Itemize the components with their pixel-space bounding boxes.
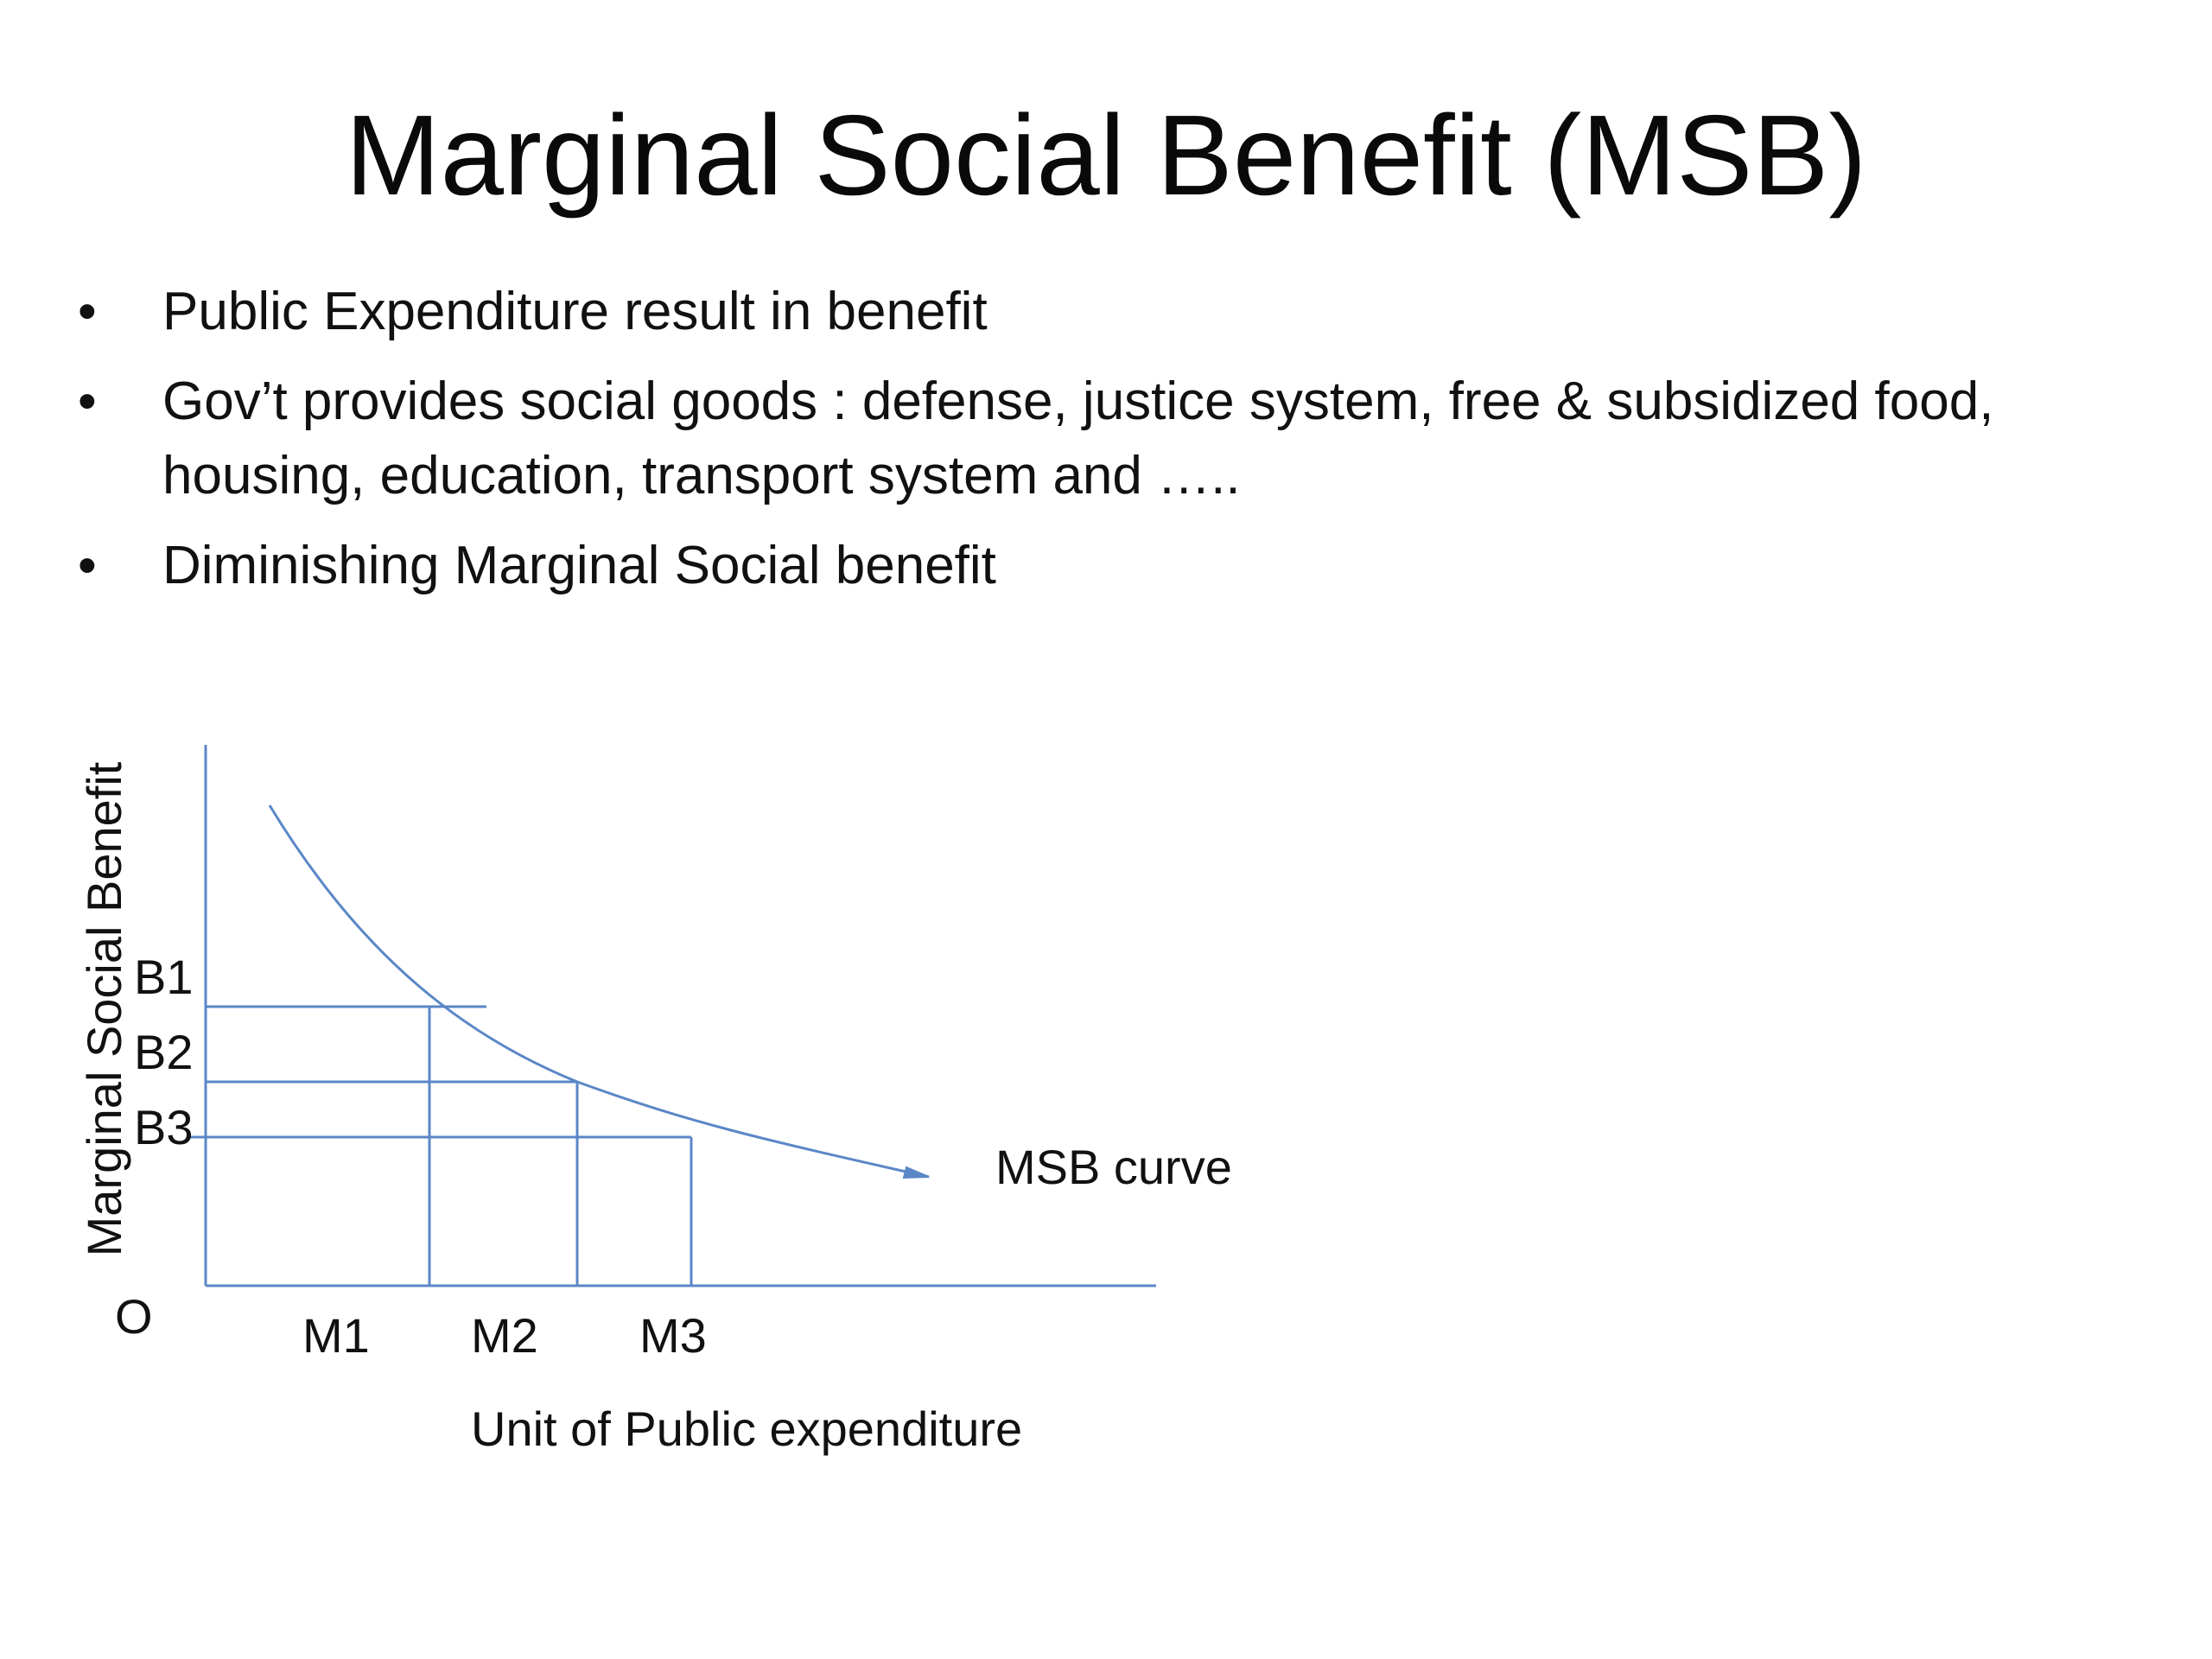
bullet-dot: • (78, 372, 97, 431)
bullet-text: Gov’t provides social goods : defense, j… (162, 372, 1994, 505)
msb-curve (268, 804, 930, 1179)
y-axis-label: Marginal Social Benefit (77, 761, 131, 1256)
y-tick-label: B3 (134, 1100, 194, 1154)
x-tick-label: M3 (639, 1308, 707, 1363)
y-tick-label: B1 (134, 950, 194, 1004)
slide-title: Marginal Social Benefit (MSB) (345, 92, 1867, 219)
msb-curve-label: MSB curve (995, 1140, 1232, 1194)
origin-label: O (115, 1289, 153, 1344)
bullet-dot: • (78, 282, 97, 341)
bullet-item: • Gov’t provides social goods : defense,… (0, 365, 2212, 513)
bullet-item: • Public Expenditure result in benefit (0, 275, 2212, 349)
bullet-text: Diminishing Marginal Social benefit (162, 536, 996, 595)
bullet-list: • Public Expenditure result in benefit •… (0, 275, 2212, 619)
bullet-text: Public Expenditure result in benefit (162, 282, 988, 341)
bullet-dot: • (78, 536, 97, 595)
x-tick-label: M1 (302, 1308, 370, 1363)
x-tick-label: M2 (471, 1308, 538, 1363)
y-tick-label: B2 (134, 1025, 194, 1079)
curve-arrowhead (902, 1166, 930, 1179)
x-axis-label: Unit of Public expenditure (471, 1402, 1022, 1456)
bullet-item: • Diminishing Marginal Social benefit (0, 529, 2212, 603)
